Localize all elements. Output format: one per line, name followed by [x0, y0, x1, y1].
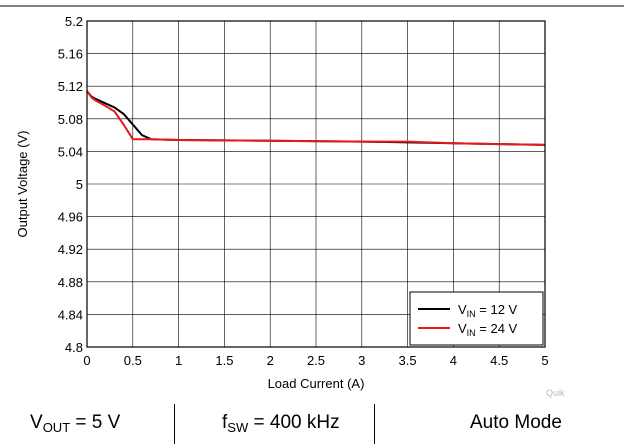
series-line-1: [86, 90, 546, 146]
y-tick-label: 4.96: [58, 210, 83, 225]
watermark: Quik: [546, 388, 565, 398]
y-axis-label: Output Voltage (V): [15, 131, 30, 238]
y-tick-label: 5.08: [58, 112, 83, 127]
legend-label-24v-sub: IN: [467, 328, 476, 338]
legend-box: [409, 291, 544, 346]
x-tick-label: 0.5: [124, 353, 142, 368]
fsw-sub: SW: [227, 420, 249, 435]
condition-fsw: fSW = 400 kHz: [222, 412, 340, 435]
y-tick-label: 5.16: [58, 47, 83, 62]
vout-rest: = 5 V: [70, 412, 121, 433]
y-tick-label: 5.2: [65, 14, 83, 29]
y-tick-label: 4.8: [65, 340, 83, 355]
legend-label-12v-main: V: [458, 302, 467, 317]
condition-vout: VOUT = 5 V: [30, 412, 120, 435]
y-tick-label: 5.12: [58, 79, 83, 94]
fsw-rest: = 400 kHz: [248, 412, 340, 433]
vout-sub: OUT: [42, 420, 71, 435]
legend-label-12v-rest: = 12 V: [476, 302, 518, 317]
line-chart: 0 0.5 1 1.5 2 2.5 3 3.5 4 4.5 5 4.8 4.84 4.88 4.92 4.9…: [0, 5, 624, 391]
plot-frame: [86, 20, 546, 348]
x-tick-label: 1.5: [215, 353, 233, 368]
vout-main: V: [30, 412, 43, 433]
caption-separator-2: [374, 404, 375, 444]
x-tick-label: 4: [450, 353, 457, 368]
x-tick-label: 0: [83, 353, 90, 368]
x-tick-label: 5: [541, 353, 548, 368]
x-tick-label: 1: [175, 353, 182, 368]
condition-mode: Auto Mode: [470, 412, 562, 433]
y-tick-labels: 4.8 4.84 4.88 4.92 4.96 5 5.04 5.08 5.12 5.16 5.2: [58, 14, 83, 355]
legend: VIN = 12 V VIN = 24 V: [409, 291, 544, 346]
legend-label-24v-rest: = 24 V: [476, 321, 518, 336]
y-tick-label: 4.92: [58, 242, 83, 257]
x-tick-label: 2: [267, 353, 274, 368]
y-tick-label: 5: [76, 177, 83, 192]
y-tick-label: 5.04: [58, 144, 83, 159]
x-tick-labels: 0 0.5 1 1.5 2 2.5 3 3.5 4 4.5 5: [83, 353, 548, 368]
x-axis-label: Load Current (A): [268, 376, 365, 391]
x-tick-label: 2.5: [307, 353, 325, 368]
legend-label-24v-main: V: [458, 321, 467, 336]
legend-label-24v: VIN = 24 V: [458, 321, 518, 338]
y-tick-label: 4.88: [58, 275, 83, 290]
fsw-main: f: [222, 412, 228, 433]
caption-separator-1: [174, 404, 175, 444]
legend-label-12v-sub: IN: [467, 309, 476, 319]
y-tick-label: 4.84: [58, 307, 83, 322]
x-tick-label: 4.5: [490, 353, 508, 368]
series-group: [86, 90, 546, 146]
x-tick-label: 3.5: [399, 353, 417, 368]
x-tick-label: 3: [358, 353, 365, 368]
legend-label-12v: VIN = 12 V: [458, 302, 518, 319]
